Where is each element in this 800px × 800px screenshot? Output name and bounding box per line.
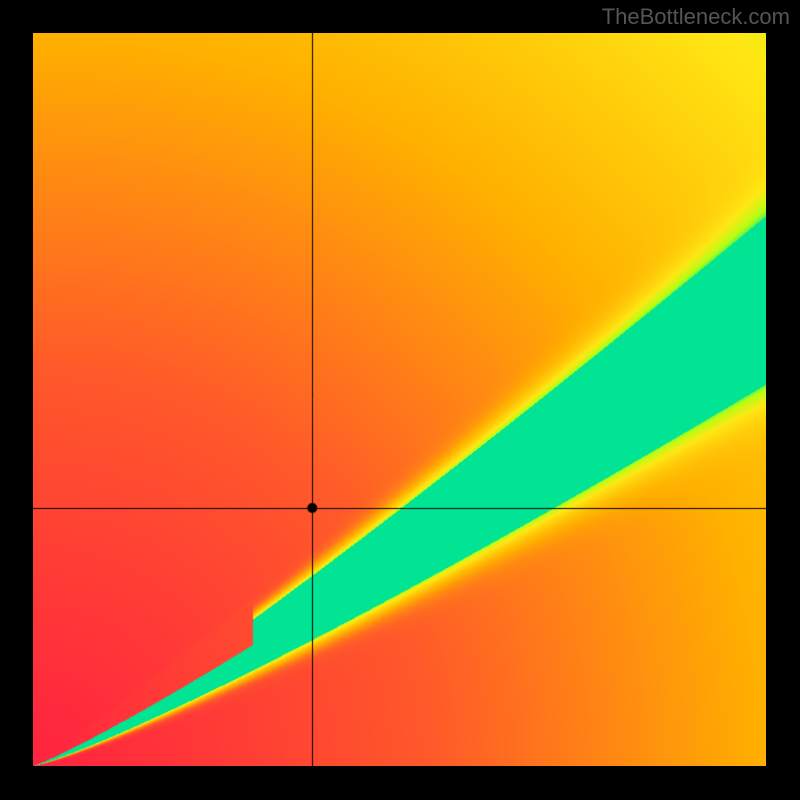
watermark-text: TheBottleneck.com [602, 4, 790, 30]
heatmap-canvas [33, 33, 766, 766]
chart-container: TheBottleneck.com [0, 0, 800, 800]
chart-frame [33, 33, 766, 766]
